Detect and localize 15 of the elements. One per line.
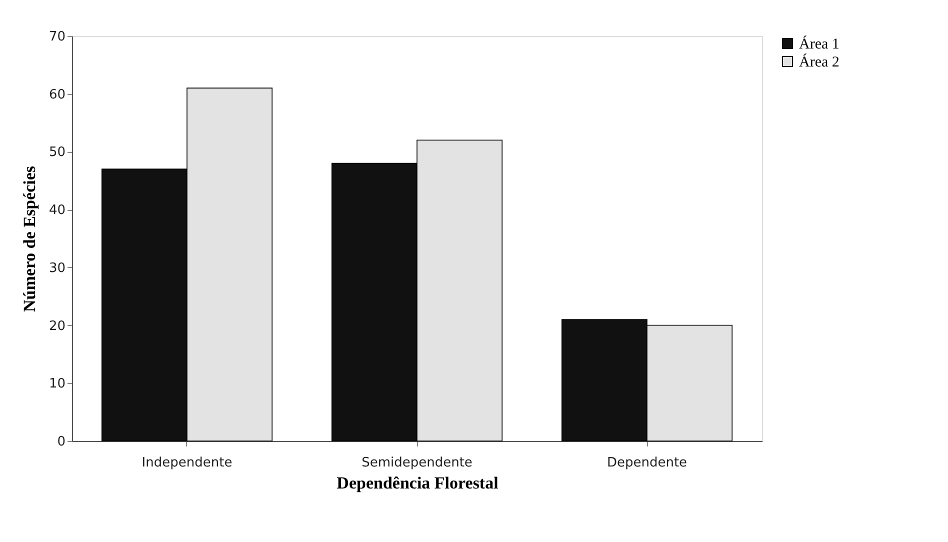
y-axis-title: Número de Espécies — [20, 166, 39, 312]
legend-label: Área 1 — [799, 36, 840, 52]
x-tick-label: Dependente — [606, 456, 688, 470]
y-tick-label: 60 — [48, 87, 66, 102]
y-tick-label: 40 — [48, 203, 66, 218]
y-tick-label: 30 — [48, 260, 66, 276]
legend-label: Área 2 — [799, 54, 840, 70]
y-tick-label: 20 — [48, 318, 66, 334]
x-axis-title: Dependência Florestal — [336, 474, 499, 492]
y-tick-label: 0 — [57, 434, 66, 450]
y-tick-label: 50 — [48, 145, 66, 160]
x-tick-label: Independente — [142, 456, 232, 470]
x-tick-label: Semidependente — [362, 456, 472, 470]
y-tick-label: 70 — [48, 30, 66, 44]
y-tick-label: 10 — [48, 376, 66, 392]
